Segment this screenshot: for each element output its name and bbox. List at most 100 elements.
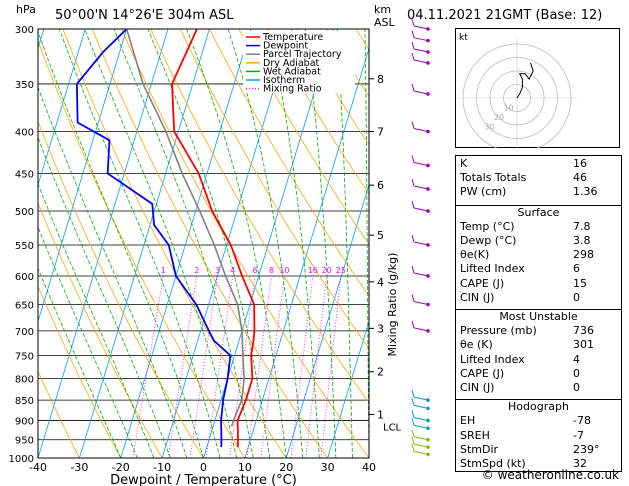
wet-adiabat-line <box>38 267 122 458</box>
pressure-tick-label: 600 <box>15 272 34 283</box>
wind-barb-dot <box>426 38 430 43</box>
height-tick-label: 1 <box>377 408 384 421</box>
temperature-tick-label: 10 <box>238 461 252 474</box>
isotherm-line <box>244 47 369 458</box>
dry-adiabat-line <box>62 29 287 458</box>
mixing-ratio-label: 25 <box>336 266 346 275</box>
wet-adiabat-line <box>38 30 204 458</box>
wind-barb-flag <box>411 444 415 452</box>
most-unstable-label: Lifted Index <box>460 352 525 366</box>
most-unstable-row: θe (K) 301 <box>456 338 621 352</box>
wind-barb-flag <box>411 155 415 163</box>
wet-adiabat-line <box>304 29 337 458</box>
dry-adiabat-line <box>38 285 122 458</box>
wind-barb <box>413 59 429 64</box>
wind-barb <box>413 301 429 305</box>
isotherm-line <box>285 183 369 458</box>
wind-barb-dot <box>426 329 430 333</box>
isotherm-line <box>120 29 252 458</box>
temperature-tick-label: 40 <box>362 461 376 474</box>
hodograph-stats-title: Hodograph <box>508 400 569 414</box>
pressure-tick-label: 350 <box>15 80 34 91</box>
parcel-trajectory-trace <box>125 29 245 427</box>
isotherm-line <box>38 29 128 323</box>
wind-barb <box>413 450 429 455</box>
surface-value: 3.8 <box>573 234 591 248</box>
mixing-ratio-label: 8 <box>269 266 274 275</box>
most-unstable-value: 0 <box>573 381 580 395</box>
pressure-tick-label: 850 <box>15 396 34 407</box>
wind-barb-dot <box>426 452 430 457</box>
wind-barb <box>413 207 429 212</box>
wind-barb-dot <box>426 302 430 307</box>
dry-adiabat-line <box>121 29 369 458</box>
pressure-tick-label: 700 <box>15 327 34 338</box>
temperature-tick-label: -30 <box>70 461 88 474</box>
index-row: PW (cm) 1.36 <box>456 185 621 199</box>
wind-barb-flag <box>411 389 415 398</box>
pressure-tick-label: 800 <box>15 374 34 385</box>
pressure-tick-label: 950 <box>15 436 34 447</box>
temperature-tick-label: -20 <box>112 461 130 474</box>
most-unstable-row: Pressure (mb) 736 <box>456 324 621 338</box>
most-unstable-row: CIN (J) 0 <box>456 381 621 395</box>
mixing-ratio-line <box>205 275 234 458</box>
wind-barb-dot <box>426 243 430 247</box>
hpa-unit-label: hPa <box>16 3 36 16</box>
wind-barb <box>413 48 429 53</box>
most-unstable-block: Most Unstable Pressure (mb) 736 θe (K) 301 L… <box>456 309 621 395</box>
surface-block: Surface Temp (°C) 7.8 Dewp (°C) 3.8 θe(K) 298… <box>456 204 621 305</box>
pressure-tick-label: 400 <box>15 128 34 139</box>
most-unstable-row: Lifted Index 4 <box>456 353 621 367</box>
height-tick-label: 7 <box>377 126 384 139</box>
index-value: 16 <box>573 157 587 170</box>
wind-barb-flag <box>411 121 415 129</box>
wind-barb <box>413 161 429 166</box>
wind-barb-dot <box>426 274 430 278</box>
wet-adiabat-line <box>38 136 171 458</box>
wet-adiabat-line <box>38 86 188 458</box>
surface-label: Lifted Index <box>460 262 525 276</box>
wind-barb-flag <box>411 234 415 243</box>
isotherm-line <box>38 29 86 187</box>
height-tick-label: 8 <box>377 73 384 86</box>
dry-adiabat-line <box>150 29 369 404</box>
wind-barb <box>413 436 429 441</box>
wet-adiabat-line <box>268 29 320 458</box>
wind-barb <box>413 424 429 429</box>
surface-label: θe(K) <box>460 248 490 262</box>
isotherm-line <box>38 29 169 458</box>
isotherm-line <box>78 29 210 458</box>
height-tick-label: 3 <box>377 322 384 335</box>
most-unstable-title: Most Unstable <box>499 310 578 324</box>
mixing-ratio-label: 4 <box>230 266 235 275</box>
hodograph-stat-label: StmDir <box>460 442 499 456</box>
surface-label: Dewp (°C) <box>460 234 517 248</box>
mixing-ratio-line <box>167 275 198 458</box>
wind-barb-flag <box>411 418 415 426</box>
height-tick-label: 5 <box>377 229 384 242</box>
pressure-tick-label: 650 <box>15 301 34 312</box>
mixing-ratio-line <box>290 275 314 458</box>
hodograph-stat-row: StmDir 239° <box>456 443 621 457</box>
wind-barb <box>413 37 429 42</box>
wind-barb <box>413 90 429 95</box>
wind-barb-dot <box>426 129 430 134</box>
wind-barb <box>413 25 429 30</box>
dry-adiabat-line <box>38 39 246 458</box>
mixing-ratio-axis-label: Mixing Ratio (g/kg) <box>386 253 399 357</box>
legend-entry: Wet Adiabat <box>263 66 321 77</box>
surface-value: 6 <box>573 262 580 276</box>
wind-barb-flag <box>411 398 415 406</box>
surface-value: 298 <box>573 248 594 262</box>
temperature-tick-label: 0 <box>200 461 207 474</box>
legend-background <box>243 31 355 93</box>
hodograph-stat-label: SREH <box>460 428 490 442</box>
date-time-title: 04.11.2021 21GMT (Base: 12) <box>407 8 603 23</box>
surface-row: CIN (J) 0 <box>456 291 621 305</box>
asl-unit-label: ASL <box>374 16 395 29</box>
wind-barb-dot <box>426 209 430 213</box>
isotherm-line <box>0 29 3 458</box>
legend-entry: Temperature <box>262 32 323 43</box>
mixing-ratio-label: 16 <box>308 266 318 275</box>
